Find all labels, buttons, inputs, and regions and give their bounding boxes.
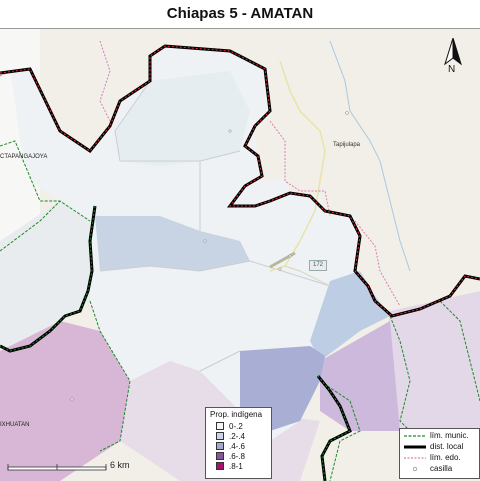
map-title: Chiapas 5 - AMATAN	[166, 5, 314, 22]
prop-legend-title: Prop. indígena	[210, 410, 263, 419]
prop-swatch	[216, 432, 224, 440]
prop-label: .8-1	[229, 462, 243, 471]
casilla-marker-icon	[412, 466, 418, 471]
prop-label: 0-.2	[229, 422, 243, 431]
prop-swatch	[216, 462, 224, 470]
legend-state-label: lím. edo.	[430, 453, 461, 462]
route-shield-172: 172	[309, 260, 327, 271]
prop-label: .6-.8	[229, 452, 246, 461]
prop-swatch	[216, 422, 224, 430]
prop-swatch	[216, 452, 224, 460]
line-legend: lím. munic. dist. local lím. edo. casill…	[399, 428, 480, 479]
prop-item: 0-.2	[216, 422, 243, 432]
north-arrow-icon	[444, 38, 462, 66]
prop-label: .2-.4	[229, 432, 246, 441]
legend-district-label: dist. local	[430, 442, 464, 451]
prop-item: .4-.6	[216, 442, 245, 452]
legend-district: dist. local	[403, 441, 463, 452]
prop-swatch	[216, 442, 224, 450]
muni-central-blue	[95, 216, 250, 271]
region-east-light	[380, 291, 480, 431]
district-line-icon	[404, 445, 426, 449]
region-west-purple	[0, 321, 130, 481]
legend-casilla-label: casilla	[430, 464, 453, 473]
municipal-limits	[0, 140, 480, 481]
prop-item: .6-.8	[216, 452, 245, 462]
place-west-bottom: IXHUATAN	[0, 422, 30, 428]
legend-municipal: lím. munic.	[403, 430, 469, 441]
prop-label: .4-.6	[229, 442, 246, 451]
prop-legend: Prop. indígena 0-.2 .2-.4 .4-.6 .6-.8 .8…	[205, 407, 272, 479]
legend-casilla: casilla	[403, 463, 452, 474]
region-west-gray	[0, 201, 90, 351]
place-west-top: CTAPANGAJOYA	[0, 154, 48, 160]
scale-label: 6 km	[110, 460, 130, 470]
state-line-icon	[404, 457, 426, 459]
muni-north	[115, 71, 250, 166]
casilla-markers	[70, 111, 349, 401]
scale-bar	[7, 464, 107, 471]
place-tapijulapa: Tapijulapa	[333, 142, 361, 148]
prop-item: .2-.4	[216, 432, 245, 442]
north-label: N	[448, 64, 456, 75]
municipal-line-icon	[404, 435, 426, 437]
map-canvas	[0, 29, 480, 481]
river	[329, 40, 411, 272]
legend-state: lím. edo.	[403, 452, 461, 463]
prop-item: .8-1	[216, 462, 243, 472]
legend-municipal-label: lím. munic.	[430, 431, 469, 440]
district-boundary	[0, 44, 480, 481]
map-area[interactable]: Tapijulapa CTAPANGAJOYA IXHUATAN 172 195	[0, 28, 480, 481]
